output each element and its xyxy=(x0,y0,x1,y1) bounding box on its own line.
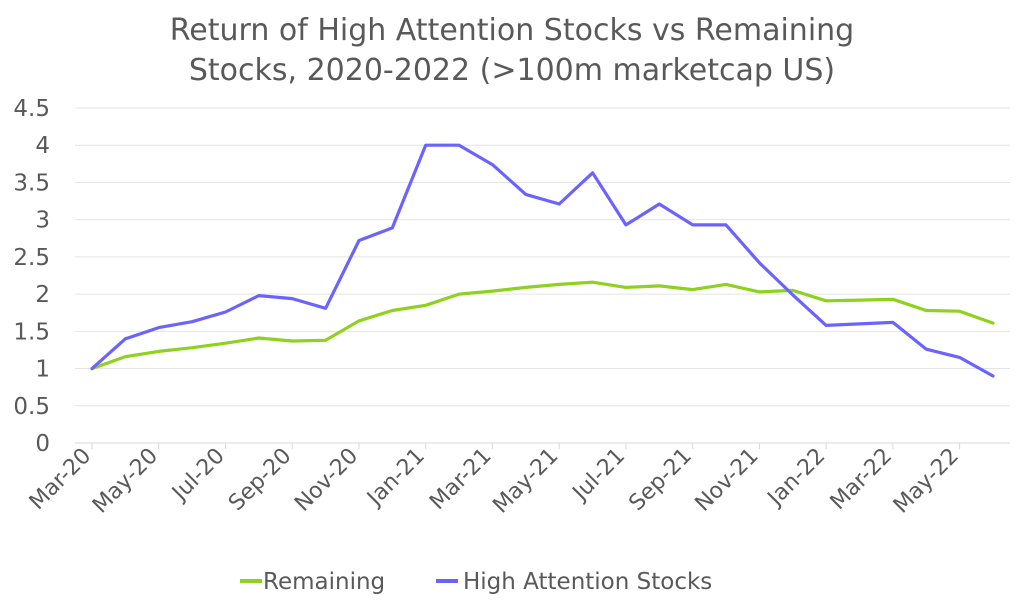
chart-title-line-2: Stocks, 2020-2022 (>100m marketcap US) xyxy=(189,53,835,88)
legend-label-remaining: Remaining xyxy=(263,569,385,595)
x-tick-label: Jan-22 xyxy=(762,444,830,512)
x-tick-label: Nov-20 xyxy=(290,444,363,517)
y-tick-label: 4 xyxy=(35,133,50,159)
y-axis-ticks: 0 0.5 1 1.5 2 2.5 3 3.5 4 4.5 xyxy=(13,96,50,457)
y-tick-label: 1 xyxy=(35,357,50,383)
x-tick-label: May-21 xyxy=(488,444,563,519)
y-tick-label: 2 xyxy=(35,282,50,308)
y-tick-label: 3.5 xyxy=(13,170,50,196)
x-tick-label: Nov-21 xyxy=(691,444,764,517)
x-tick-label: Mar-22 xyxy=(826,444,897,515)
chart-title-line-1: Return of High Attention Stocks vs Remai… xyxy=(170,13,854,48)
y-tick-label: 0.5 xyxy=(13,394,50,420)
y-tick-label: 3 xyxy=(35,208,50,234)
y-tick-label: 2.5 xyxy=(13,245,50,271)
x-tick-label: Sep-21 xyxy=(624,444,696,516)
y-tick-label: 4.5 xyxy=(13,96,50,122)
gridlines xyxy=(75,107,1010,444)
x-tick-label: Sep-20 xyxy=(224,444,296,516)
x-tick-label: May-22 xyxy=(889,444,964,519)
series-line-remaining xyxy=(90,280,995,371)
y-tick-label: 0 xyxy=(35,431,50,457)
y-tick-label: 1.5 xyxy=(13,319,50,345)
legend-label-high-attention: High Attention Stocks xyxy=(463,569,712,595)
x-tick-label: May-20 xyxy=(88,444,163,519)
legend: Remaining High Attention Stocks xyxy=(240,569,712,595)
x-tick-label: Jan-21 xyxy=(361,444,429,512)
x-tick-label: Mar-21 xyxy=(425,444,496,515)
series-line-high-attention-stocks xyxy=(90,143,995,378)
x-tick-label: Jul-20 xyxy=(166,444,229,507)
series-lines xyxy=(90,143,995,378)
x-tick-label: Jul-21 xyxy=(567,444,630,507)
